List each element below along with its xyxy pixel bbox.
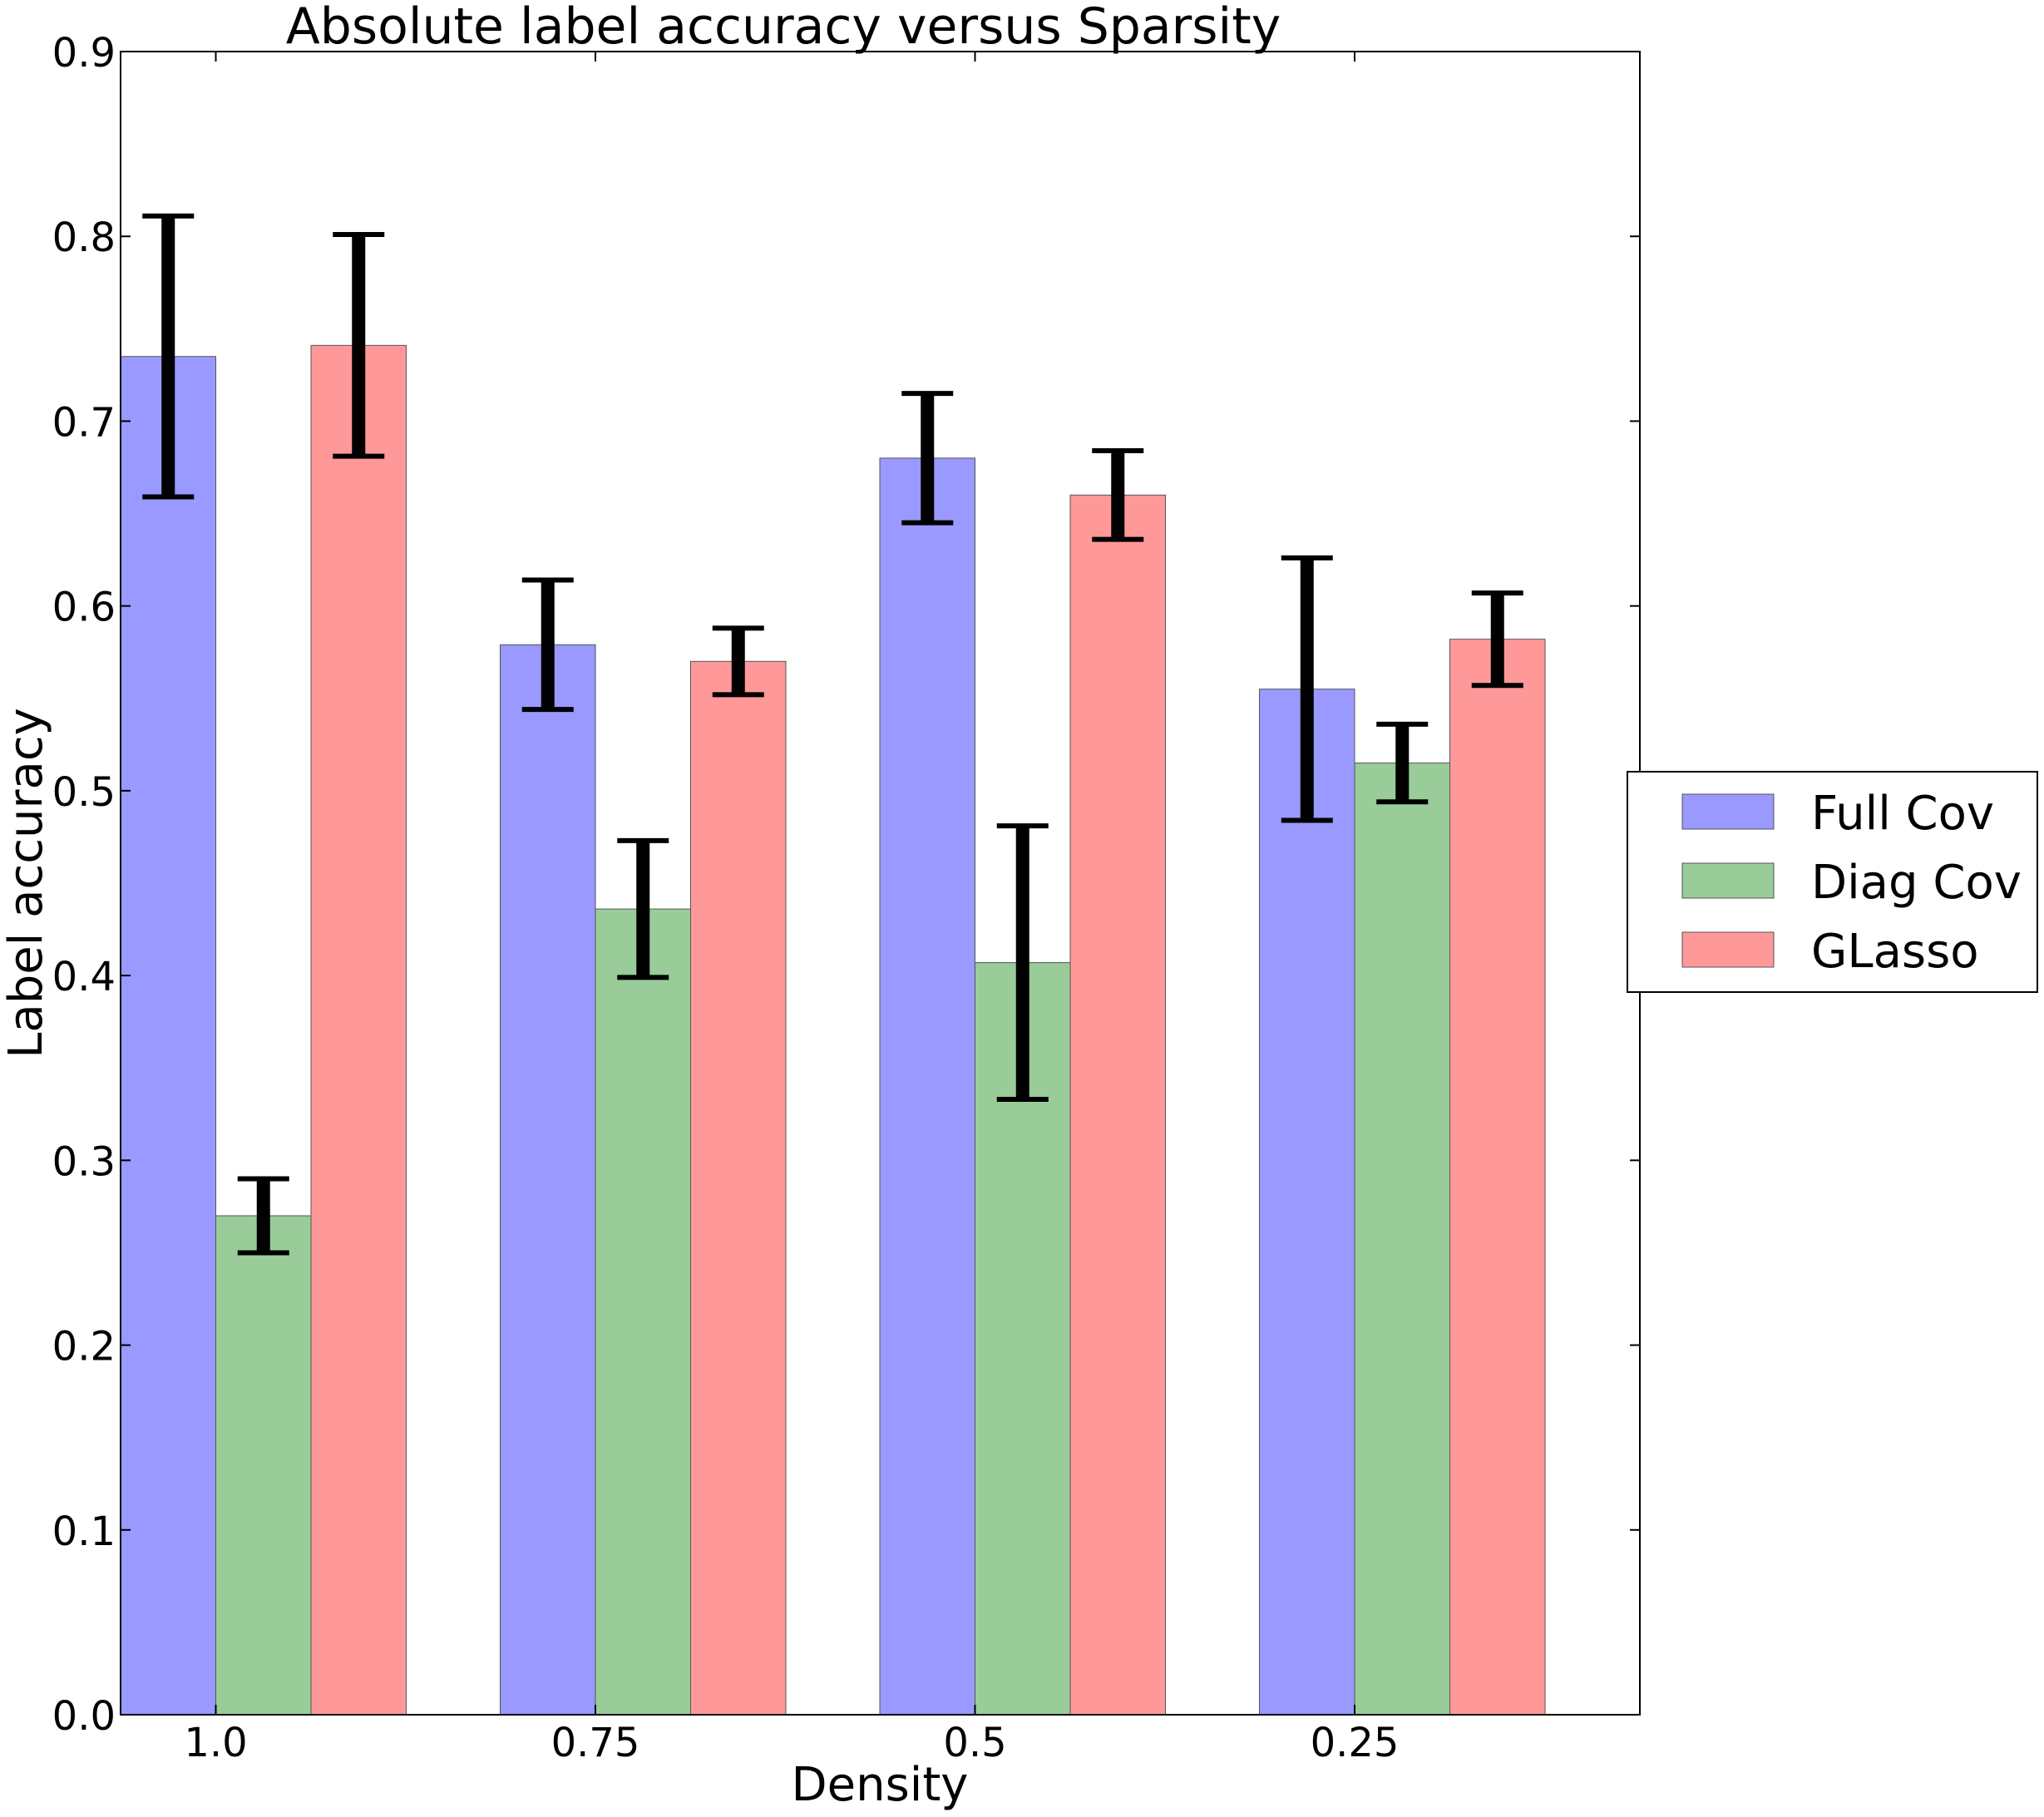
chart-title: Absolute label accuracy versus Sparsity (286, 0, 1281, 56)
y-tick-label: 0.8 (52, 215, 116, 261)
bar-full-cov-1 (500, 644, 596, 1716)
x-axis: 1.0 0.75 0.5 0.25 (184, 52, 1399, 1766)
bar-full-cov-0 (120, 356, 216, 1716)
y-tick-label: 0.7 (52, 399, 116, 446)
y-axis: 0.0 0.1 0.2 0.3 0.4 0.5 0.6 0.7 0.8 0.9 (52, 30, 1640, 1740)
bar-full-cov-2 (879, 457, 975, 1716)
legend-label: Diag Cov (1811, 856, 2022, 910)
bar-glasso-1 (690, 660, 787, 1716)
error-bars-layer (142, 213, 1523, 1256)
y-tick-label: 0.5 (52, 769, 116, 816)
legend-label: Full Cov (1811, 787, 1994, 841)
x-tick-label: 0.25 (1311, 1720, 1400, 1766)
y-tick-label: 0.0 (52, 1693, 116, 1740)
y-axis-label: Label accuracy (0, 708, 53, 1059)
legend: Full Cov Diag Cov GLasso (1627, 771, 2038, 993)
bar-glasso-0 (310, 344, 407, 1716)
y-tick-label: 0.3 (52, 1138, 116, 1185)
y-tick-label: 0.6 (52, 585, 116, 631)
bar-diag-cov-1 (595, 908, 691, 1716)
y-tick-label: 0.4 (52, 954, 116, 1000)
bar-diag-cov-0 (215, 1215, 312, 1716)
x-tick-label: 0.5 (943, 1720, 1006, 1766)
y-tick-label: 0.2 (52, 1324, 116, 1370)
x-tick-label: 0.75 (551, 1720, 640, 1766)
legend-swatch-full-cov (1681, 793, 1775, 830)
x-axis-label: Density (792, 1758, 969, 1812)
x-tick-label: 1.0 (184, 1720, 247, 1766)
bar-diag-cov-3 (1354, 763, 1450, 1716)
bars-layer (120, 344, 1546, 1716)
legend-label: GLasso (1811, 925, 1979, 979)
legend-swatch-diag-cov (1681, 862, 1775, 899)
y-tick-label: 0.1 (52, 1508, 116, 1555)
y-tick-label: 0.9 (52, 30, 116, 77)
bar-glasso-2 (1069, 494, 1166, 1716)
legend-swatch-glasso (1681, 931, 1775, 968)
bar-glasso-3 (1449, 639, 1546, 1716)
bar-full-cov-3 (1259, 689, 1355, 1716)
